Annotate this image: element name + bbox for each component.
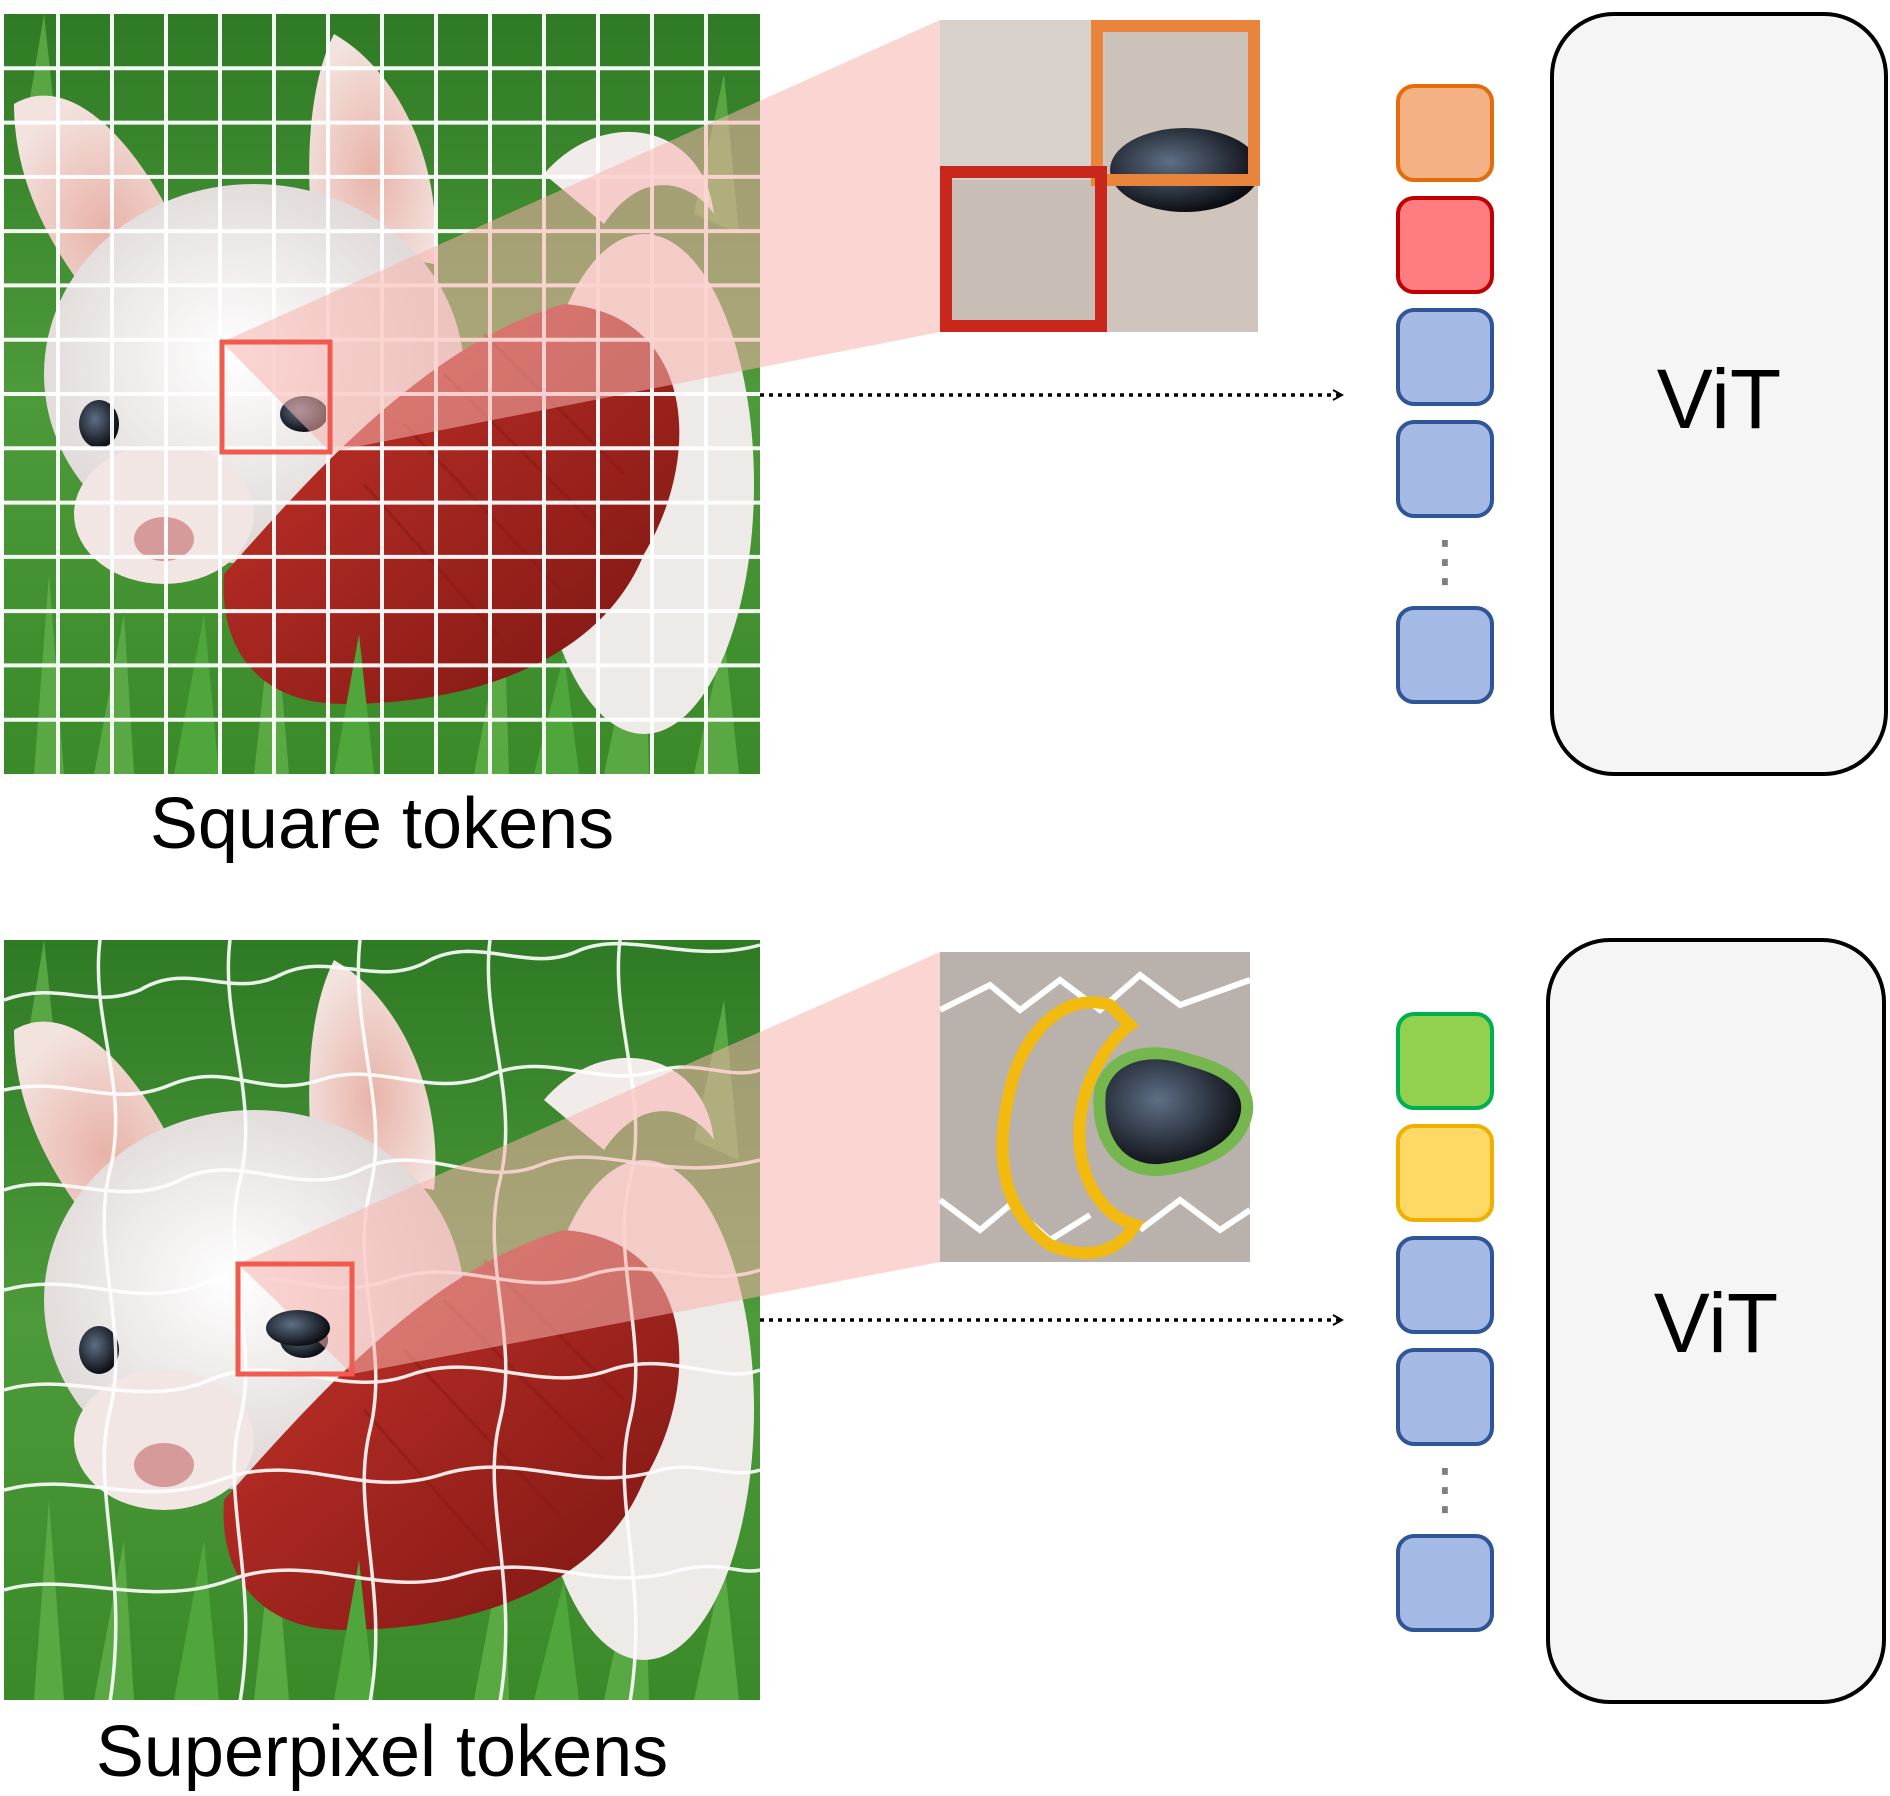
token-stack-square: ⋮ (1396, 84, 1494, 704)
selected-patch-box (219, 339, 333, 455)
green-superpixel-outline (1093, 1047, 1254, 1177)
token-blue (1396, 1534, 1494, 1632)
vit-label-square: ViT (1657, 352, 1781, 446)
token-ellipsis: ⋮ (1417, 529, 1473, 594)
token-red (1396, 196, 1494, 294)
vit-label-superpixel: ViT (1654, 1276, 1778, 1370)
token-orange (1396, 84, 1494, 182)
zoom-wedge-superpixel (238, 952, 940, 1374)
token-blue (1396, 1236, 1494, 1334)
token-blue (1396, 606, 1494, 704)
token-yellow (1396, 1124, 1494, 1222)
token-blue (1396, 308, 1494, 406)
token-ellipsis: ⋮ (1417, 1457, 1473, 1522)
token-stack-superpixel: ⋮ (1396, 1012, 1494, 1632)
yellow-superpixel-outline (996, 996, 1145, 1259)
zoom-wedge-square (222, 20, 940, 452)
square-tokens-panel: ⋮ ViT Square tokens (4, 12, 1888, 864)
zoomed-superpixels (938, 952, 1254, 1262)
vit-block-superpixel (1546, 938, 1886, 1704)
vit-block-square (1550, 12, 1888, 776)
caption-square-tokens: Square tokens (150, 784, 614, 864)
token-green (1396, 1012, 1494, 1110)
token-blue (1396, 1348, 1494, 1446)
zoomed-eye (1110, 128, 1260, 212)
caption-superpixel-tokens: Superpixel tokens (96, 1712, 668, 1792)
red-patch-outline (940, 166, 1107, 332)
zoomed-patches-square (940, 20, 1260, 332)
token-blue (1396, 420, 1494, 518)
orange-patch-outline (1091, 20, 1260, 186)
selected-superpixel-box (235, 1261, 355, 1377)
superpixel-tokens-panel: ⋮ ViT Superpixel tokens (3, 938, 1886, 1792)
selected-eye-superpixel (266, 1310, 330, 1346)
